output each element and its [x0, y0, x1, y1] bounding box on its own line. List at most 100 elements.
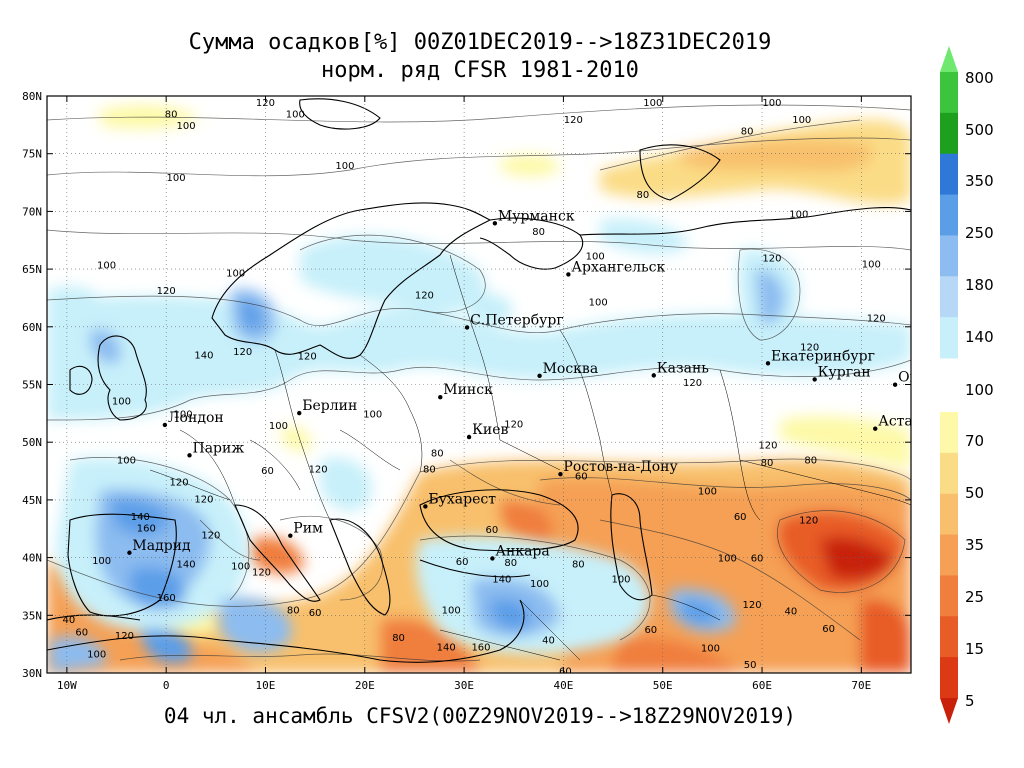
contour-value-label: 120 — [743, 600, 762, 611]
colorbar-label: 15 — [965, 640, 984, 658]
city-dot — [438, 394, 443, 400]
contour-value-label: 100 — [87, 649, 106, 660]
contour-value-label: 100 — [789, 210, 808, 221]
colorbar-swatch — [940, 575, 958, 617]
contour-value-label: 50 — [744, 660, 757, 671]
colorbar-swatch — [940, 112, 958, 155]
city-label: Париж — [193, 440, 245, 456]
colorbar-label: 140 — [965, 328, 994, 346]
city-label: Екатеринбург — [771, 348, 875, 364]
contour-value-label: 120 — [256, 98, 275, 109]
contour-value-label: 60 — [456, 557, 469, 568]
lat-tick-label: 55N — [22, 379, 42, 392]
contour-value-label: 80 — [804, 456, 817, 467]
lat-tick-label: 30N — [22, 667, 42, 680]
city-dot — [297, 410, 302, 416]
contour-value-label: 60 — [261, 466, 274, 477]
colorbar-swatch — [940, 153, 958, 196]
city-label: Казань — [657, 360, 709, 376]
contour-value-label: 120 — [233, 347, 252, 358]
contour-value-label: 120 — [762, 254, 781, 265]
contour-value-label: 100 — [286, 109, 305, 120]
lon-tick-label: 70E — [851, 679, 871, 692]
city-dot — [492, 221, 498, 226]
contour-value-label: 120 — [309, 465, 328, 476]
contour-value-label: 60 — [751, 554, 764, 565]
city-label: Лондон — [168, 410, 224, 426]
contour-value-label: 100 — [698, 487, 717, 498]
contour-value-label: 100 — [363, 409, 382, 420]
yellow-precip-fields — [100, 104, 911, 634]
colorbar-label: 800 — [965, 69, 994, 87]
city-dot — [187, 453, 192, 458]
contour-value-label: 60 — [644, 625, 657, 636]
contour-value-label: 40 — [542, 636, 555, 647]
city-label: Киев — [472, 422, 508, 438]
contour-value-label: 100 — [92, 556, 111, 567]
contour-value-label: 120 — [201, 531, 220, 542]
city-label: Рим — [293, 521, 323, 537]
lat-tick-label: 45N — [22, 494, 42, 507]
lon-tick-label: 20E — [355, 679, 375, 692]
city-markers: Мурманск Архангельск С.Петербург Москва Каза… — [127, 208, 930, 561]
colorbar-swatch — [940, 452, 958, 495]
ensemble-caption: 04 чл. ансамбль CFSV2(00Z29NOV2019-->18Z… — [163, 704, 797, 728]
lon-tick-label: 10W — [57, 679, 77, 692]
colorbar-swatch — [940, 276, 958, 318]
contour-value-label: 120 — [800, 342, 819, 353]
contour-value-label: 80 — [504, 558, 517, 569]
country-borders — [149, 254, 911, 661]
city-dot — [490, 556, 495, 561]
colorbar-swatch — [940, 72, 958, 114]
city-label: Бухарест — [428, 491, 496, 507]
contour-value-label: 60 — [734, 512, 747, 523]
contour-value-label: 100 — [174, 409, 193, 420]
colorbar-label: 180 — [965, 276, 994, 294]
city-label: Астана — [878, 414, 930, 430]
contour-value-label: 100 — [643, 98, 662, 109]
city-dot — [162, 422, 168, 428]
contour-value-label: 100 — [762, 98, 781, 109]
contour-value-label: 120 — [194, 495, 213, 506]
contour-value-label: 140 — [176, 559, 195, 570]
contour-value-label: 160 — [137, 524, 156, 535]
contour-value-label: 60 — [575, 472, 588, 483]
city-label: Мурманск — [498, 208, 575, 224]
contour-value-label: 100 — [701, 644, 720, 655]
coastlines — [47, 98, 911, 663]
contour-value-label: 80 — [761, 458, 774, 469]
contour-value-label: 100 — [269, 421, 288, 432]
city-label: Минск — [443, 382, 493, 398]
contour-value-label: 40 — [62, 615, 75, 626]
lat-tick-label: 35N — [22, 609, 42, 622]
contour-value-label: 140 — [492, 574, 511, 585]
city-label: С.Петербург — [470, 312, 564, 328]
lat-tick-label: 70N — [22, 205, 42, 218]
contour-value-label: 120 — [298, 352, 317, 363]
city-label: Курган — [818, 364, 871, 380]
contour-value-label: 100 — [611, 574, 630, 585]
lat-tick-label: 65N — [22, 263, 42, 276]
colorbar-bottom-arrow — [940, 698, 958, 724]
colorbar: 800 500 350 250 180 140 100 70 50 35 25 15 5 — [940, 46, 994, 724]
contour-value-label: 60 — [309, 608, 322, 619]
contour-value-label: 80 — [532, 227, 545, 238]
colorbar-label: 25 — [965, 588, 984, 606]
city-dot — [651, 373, 656, 378]
city-dot — [566, 272, 571, 277]
contour-value-label: 100 — [231, 562, 250, 573]
contour-value-label: 120 — [415, 290, 434, 301]
colorbar-label: 70 — [965, 432, 984, 450]
contour-value-label: 120 — [115, 631, 134, 642]
contour-value-label: 120 — [157, 286, 176, 297]
contour-value-label: 120 — [564, 115, 583, 126]
contour-value-label: 140 — [437, 642, 456, 653]
city-label: Архангельск — [571, 259, 665, 275]
contour-value-label: 100 — [335, 161, 354, 172]
contour-value-label: 120 — [252, 567, 271, 578]
colorbar-label: 5 — [965, 692, 975, 710]
colorbar-top-arrow — [940, 46, 958, 72]
contour-value-label: 80 — [423, 465, 436, 476]
